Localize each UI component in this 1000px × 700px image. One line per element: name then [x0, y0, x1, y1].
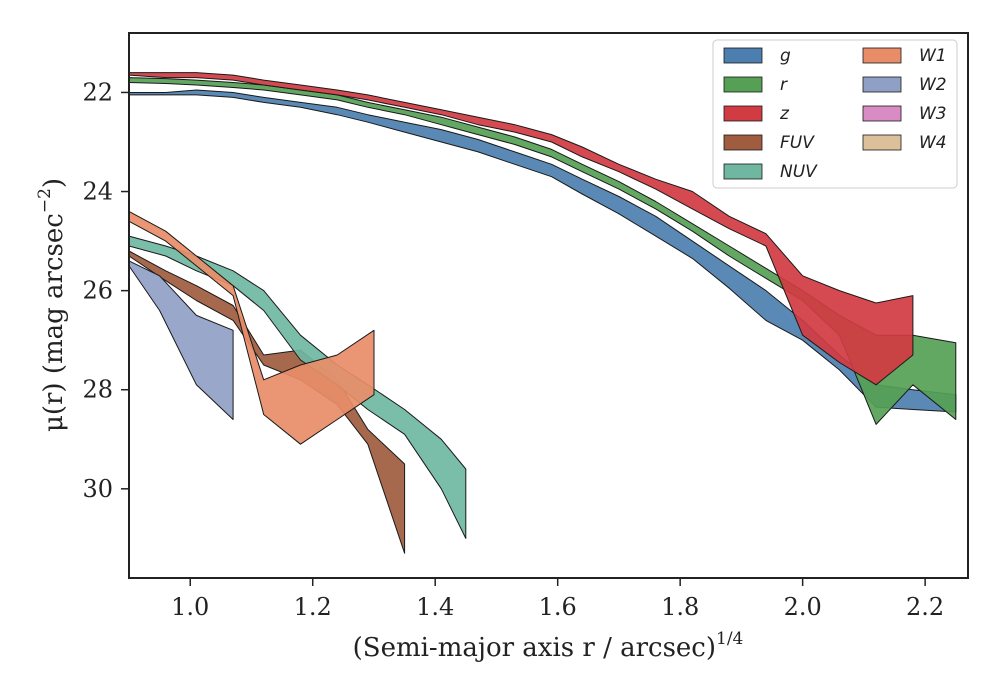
y-tick-label: 26	[82, 277, 113, 305]
y-axis-label-suffix: )	[39, 178, 69, 188]
x-axis-ticks: 1.0 1.2 1.4 1.6 1.8 2.0 2.2	[171, 578, 944, 621]
plot-frame	[128, 32, 969, 579]
legend-label-w2: W2	[919, 75, 947, 95]
legend-label-fuv: FUV	[780, 133, 815, 153]
band-z	[128, 72, 914, 386]
y-axis-label: μ(r) (mag arcsec−2)	[35, 178, 69, 432]
x-tick-label: 1.6	[539, 593, 577, 621]
y-tick-label: 24	[82, 178, 113, 206]
y-tick-label: 22	[82, 78, 113, 106]
x-tick-label: 2.2	[906, 593, 944, 621]
x-tick-label: 1.4	[416, 593, 454, 621]
legend-label-r: r	[780, 75, 788, 95]
x-tick-label: 1.8	[661, 593, 699, 621]
legend-swatch-w2	[862, 76, 902, 93]
legend-swatch-w4	[862, 134, 902, 151]
legend-label-nuv: NUV	[780, 162, 818, 182]
legend-label-w4: W4	[919, 133, 947, 153]
x-tick-label: 2.0	[784, 593, 822, 621]
x-tick-label: 1.0	[171, 593, 209, 621]
x-tick-label: 1.2	[294, 593, 332, 621]
y-axis-label-exponent: −2	[35, 188, 55, 213]
y-tick-label: 30	[82, 475, 113, 503]
legend-swatch-w3	[862, 105, 902, 122]
band-w2	[128, 260, 234, 420]
x-axis-label: (Semi-major axis r / arcsec)1/4	[353, 629, 744, 663]
legend-swatch-nuv	[723, 163, 763, 180]
legend-label-g: g	[780, 46, 791, 66]
legend-swatch-r	[723, 76, 763, 93]
legend-swatch-z	[723, 105, 763, 122]
legend-label-w3: W3	[919, 104, 947, 124]
band-w1	[128, 210, 375, 445]
y-tick-label: 28	[82, 376, 113, 404]
series-bands	[128, 72, 957, 554]
legend-swatch-g	[723, 47, 763, 64]
legend-label-z: z	[779, 104, 790, 124]
legend-swatch-fuv	[723, 134, 763, 151]
legend-swatch-w1	[862, 47, 902, 64]
legend: grz FUV NUV W1 W2 W3 W4	[712, 39, 958, 189]
y-axis-ticks: 22 24 26 28 30	[82, 78, 129, 503]
band-r	[128, 77, 957, 425]
legend-items: grz FUV NUV W1 W2 W3 W4	[723, 46, 947, 182]
x-axis-label-exponent: 1/4	[716, 629, 743, 649]
legend-label-w1: W1	[919, 46, 947, 66]
